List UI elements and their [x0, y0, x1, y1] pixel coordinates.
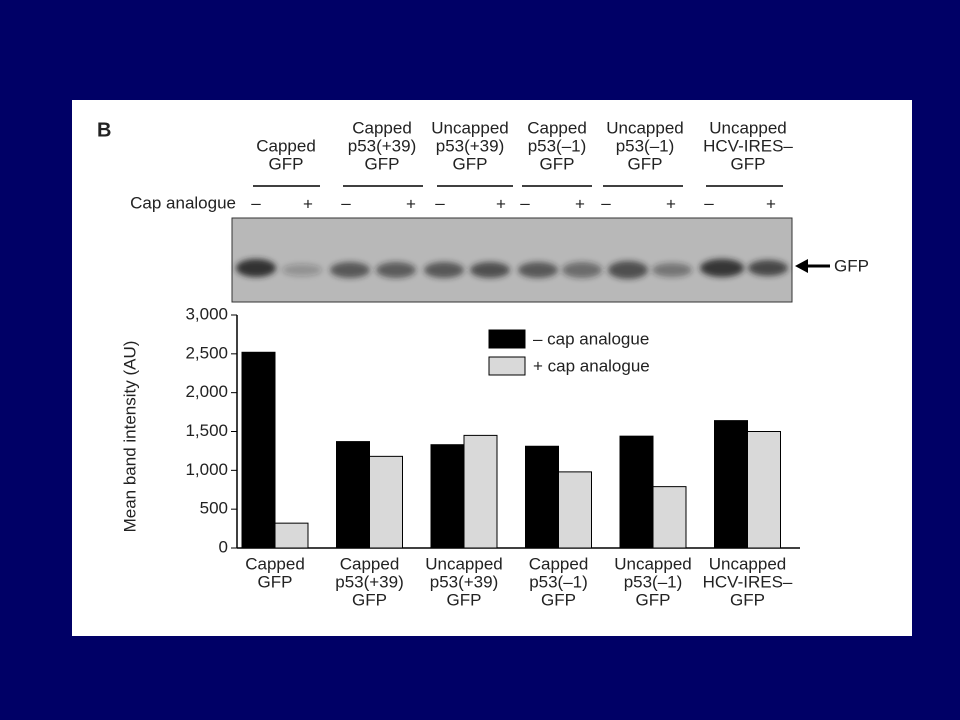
x-tick-label: Capped [245, 554, 305, 573]
bar [274, 522, 309, 549]
bar [525, 445, 559, 549]
cap-analogue-label: Cap analogue [130, 193, 236, 212]
lane-header: p53(+39) [436, 136, 505, 155]
lane-sign: + [496, 194, 506, 213]
x-tick-label: p53(+39) [335, 572, 404, 591]
lane-sign: – [341, 193, 351, 212]
x-tick-label: HCV-IRES– [703, 572, 793, 591]
y-tick-label: 1,500 [185, 421, 228, 440]
lane-header: Capped [352, 118, 412, 137]
legend-swatch [488, 356, 526, 376]
x-tick-label: Uncapped [709, 554, 787, 573]
y-tick-label: 2,000 [185, 382, 228, 401]
y-tick-label: 3,000 [185, 304, 228, 323]
panel-label: B [97, 119, 111, 141]
x-tick-label: Uncapped [425, 554, 503, 573]
bar [558, 471, 592, 549]
lane-header: GFP [540, 154, 575, 173]
y-tick-label: 500 [200, 499, 228, 518]
bar [369, 455, 403, 549]
gel-arrow [795, 259, 830, 273]
x-tick-label: Uncapped [614, 554, 692, 573]
x-tick-label: GFP [258, 572, 293, 591]
bar [463, 434, 498, 549]
y-tick-label: 0 [219, 537, 228, 556]
x-tick-label: p53(+39) [430, 572, 499, 591]
lane-sign: – [704, 193, 714, 212]
bar [747, 431, 781, 549]
lane-sign: + [575, 194, 585, 213]
x-tick-label: Capped [340, 554, 400, 573]
x-tick-label: GFP [352, 590, 387, 609]
gel-image [231, 217, 793, 303]
legend-swatch [488, 329, 526, 349]
y-tick-label: 1,000 [185, 460, 228, 479]
lane-header: GFP [731, 154, 766, 173]
bar [430, 444, 465, 549]
x-tick-label: GFP [730, 590, 765, 609]
x-tick-label: GFP [636, 590, 671, 609]
lane-header: Uncapped [431, 118, 509, 137]
y-tick-label: 2,500 [185, 343, 228, 362]
lane-header: GFP [269, 154, 304, 173]
bar [336, 441, 370, 549]
bar [714, 420, 748, 549]
x-tick-label: p53(–1) [624, 572, 683, 591]
bar [619, 435, 654, 549]
bar [652, 486, 687, 549]
lane-header: Uncapped [709, 118, 787, 137]
x-tick-label: GFP [447, 590, 482, 609]
lane-sign: + [666, 194, 676, 213]
y-axis-label: Mean band intensity (AU) [120, 341, 139, 533]
lane-header: Uncapped [606, 118, 684, 137]
lane-sign: + [303, 194, 313, 213]
lane-sign: – [601, 193, 611, 212]
lane-sign: – [251, 193, 261, 212]
lane-header: GFP [365, 154, 400, 173]
lane-header: p53(–1) [616, 136, 675, 155]
x-tick-label: GFP [541, 590, 576, 609]
lane-sign: + [406, 194, 416, 213]
x-tick-label: Capped [529, 554, 589, 573]
lane-sign: – [435, 193, 445, 212]
lane-header: p53(–1) [528, 136, 587, 155]
legend-label: – cap analogue [533, 329, 649, 348]
legend-label: + cap analogue [533, 356, 650, 375]
gel-band-label: GFP [834, 256, 869, 275]
gel-frame [231, 217, 793, 303]
x-tick-label: p53(–1) [529, 572, 588, 591]
lane-header: Capped [527, 118, 587, 137]
lane-header: GFP [453, 154, 488, 173]
lane-header: HCV-IRES– [703, 136, 793, 155]
lane-header: p53(+39) [348, 136, 417, 155]
lane-header: Capped [256, 136, 316, 155]
lane-sign: – [520, 193, 530, 212]
bar [241, 351, 276, 549]
lane-header: GFP [628, 154, 663, 173]
lane-sign: + [766, 194, 776, 213]
